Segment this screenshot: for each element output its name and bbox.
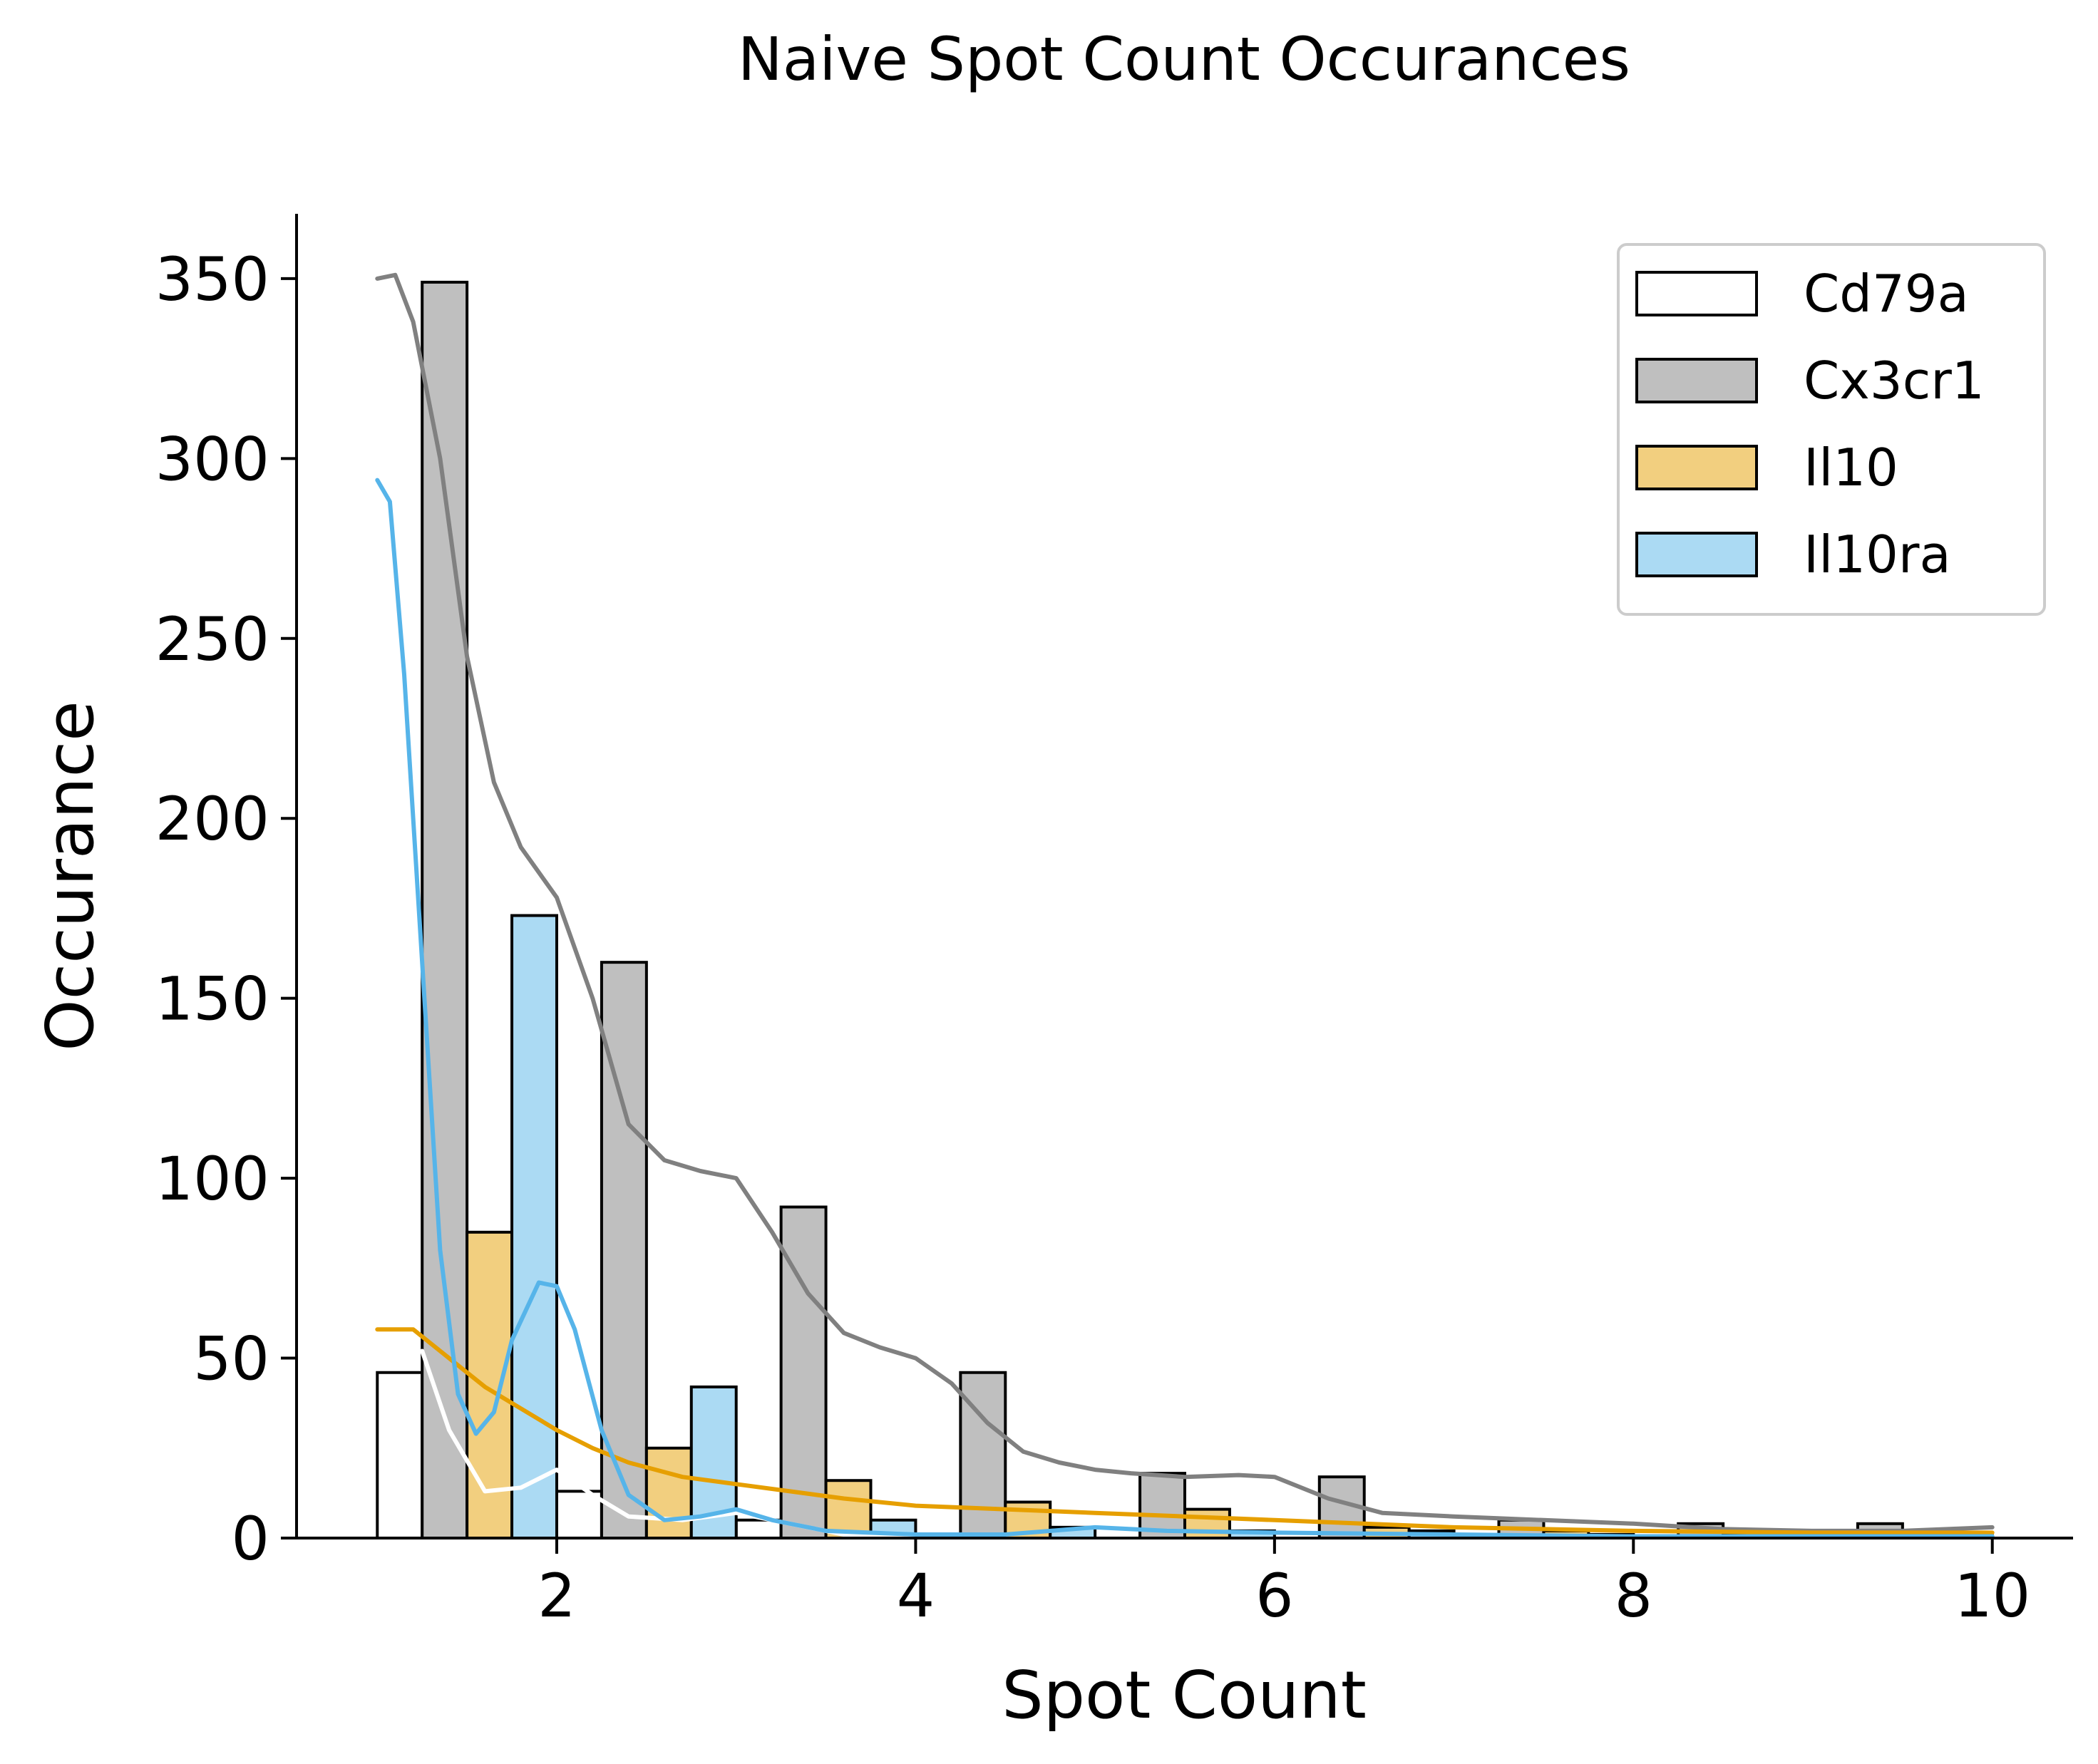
legend-swatch-cx3cr1 (1635, 358, 1758, 403)
y-tick-label: 150 (155, 964, 269, 1034)
x-tick-label: 6 (1255, 1561, 1293, 1631)
x-tick-label: 2 (538, 1561, 575, 1631)
kde-line-cd79a (420, 1348, 1008, 1539)
x-ticks-group: 2 4 6 8 10 (538, 1538, 2030, 1631)
chart-title: Naive Spot Count Occurances (738, 24, 1630, 94)
kde-lines-group (375, 272, 1995, 1539)
x-axis-label: Spot Count (1002, 1657, 1367, 1733)
y-tick-label: 50 (193, 1324, 269, 1394)
x-tick-label: 4 (897, 1561, 935, 1631)
kde-line-il10ra (375, 478, 1995, 1539)
y-tick-label: 300 (155, 424, 269, 494)
bar-cd79a-bin-1 (376, 1371, 424, 1539)
bar-cx3cr1-bin-4 (959, 1371, 1007, 1539)
bar-il10-bin-2 (644, 1446, 693, 1540)
y-ticks-group: 0 50 100 150 200 250 300 350 (155, 244, 297, 1574)
y-tick-label: 100 (155, 1144, 269, 1214)
bar-il10-bin-1 (466, 1230, 514, 1540)
legend-label-il10ra: Il10ra (1804, 525, 1951, 584)
x-tick-label: 10 (1954, 1561, 2030, 1631)
kde-line-cx3cr1 (375, 272, 1995, 1533)
legend-swatch-il10 (1635, 445, 1758, 490)
y-tick-label: 0 (232, 1504, 269, 1574)
legend-frame (1617, 243, 2046, 616)
bar-cx3cr1-bin-5 (1138, 1472, 1186, 1540)
legend-swatch-cd79a (1635, 271, 1758, 316)
y-tick-label: 250 (155, 604, 269, 674)
y-tick-label: 200 (155, 784, 269, 854)
y-tick-label: 350 (155, 244, 269, 314)
legend-label-il10: Il10 (1804, 438, 1898, 497)
legend-label-cx3cr1: Cx3cr1 (1804, 351, 1985, 411)
bar-cd79a-bin-3 (734, 1518, 783, 1539)
y-axis-label: Occurance (32, 701, 108, 1051)
legend-swatch-il10ra (1635, 532, 1758, 577)
bar-il10ra-bin-1 (510, 914, 558, 1540)
x-tick-label: 8 (1615, 1561, 1652, 1631)
legend: Cd79a Cx3cr1 Il10 Il10ra (1617, 243, 2046, 616)
kde-line-il10 (375, 1327, 1995, 1535)
bar-cx3cr1-bin-1 (421, 280, 469, 1540)
legend-label-cd79a: Cd79a (1804, 264, 1969, 324)
